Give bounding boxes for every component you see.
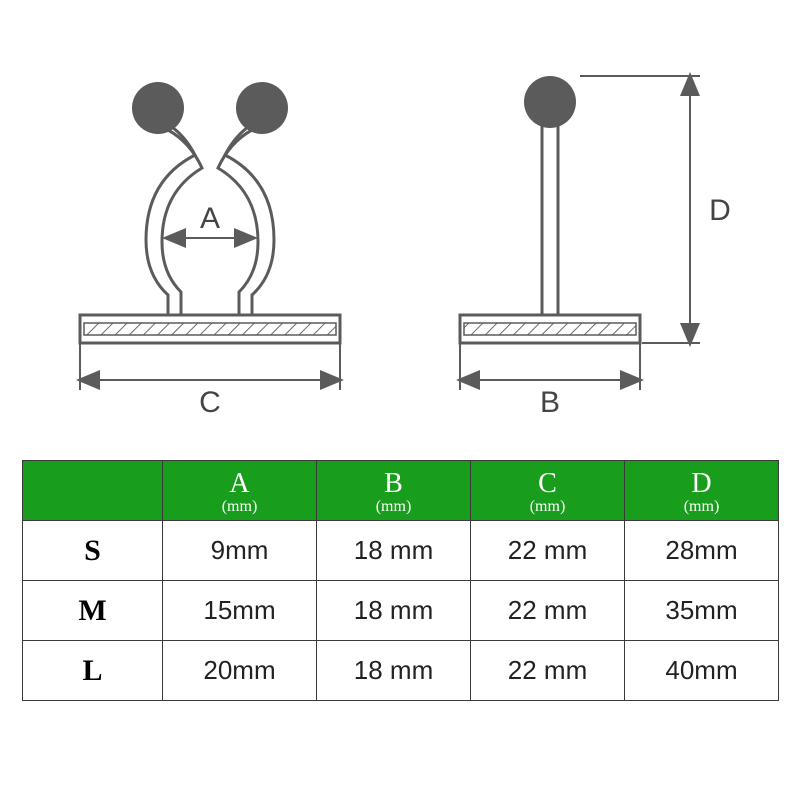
label-A: A bbox=[200, 202, 220, 235]
cell: 20mm bbox=[163, 641, 317, 701]
side-view: B D bbox=[460, 76, 731, 419]
header-B: B (mm) bbox=[317, 461, 471, 521]
label-C: C bbox=[199, 386, 221, 419]
cell: 15mm bbox=[163, 581, 317, 641]
cell: 28mm bbox=[625, 521, 779, 581]
header-D-label: D bbox=[691, 468, 711, 499]
cell: 22 mm bbox=[471, 521, 625, 581]
header-A-label: A bbox=[229, 468, 249, 499]
cell: 22 mm bbox=[471, 641, 625, 701]
cell: 18 mm bbox=[317, 641, 471, 701]
cell: 40mm bbox=[625, 641, 779, 701]
technical-diagram: A C B D bbox=[50, 60, 750, 440]
table-row: M 15mm 18 mm 22 mm 35mm bbox=[23, 581, 779, 641]
header-D-unit: (mm) bbox=[625, 499, 778, 516]
header-blank bbox=[23, 461, 163, 521]
cell: 35mm bbox=[625, 581, 779, 641]
header-D: D (mm) bbox=[625, 461, 779, 521]
label-B: B bbox=[540, 386, 560, 419]
cell: 22 mm bbox=[471, 581, 625, 641]
label-D: D bbox=[709, 194, 731, 227]
header-B-label: B bbox=[384, 468, 403, 499]
row-size-L: L bbox=[23, 641, 163, 701]
cell: 9mm bbox=[163, 521, 317, 581]
table-row: S 9mm 18 mm 22 mm 28mm bbox=[23, 521, 779, 581]
table-header-row: A (mm) B (mm) C (mm) D (mm) bbox=[23, 461, 779, 521]
header-C-label: C bbox=[538, 468, 557, 499]
row-size-S: S bbox=[23, 521, 163, 581]
front-view: A C bbox=[80, 82, 340, 419]
header-B-unit: (mm) bbox=[317, 499, 470, 516]
header-C: C (mm) bbox=[471, 461, 625, 521]
diagram-svg: A C B D bbox=[50, 60, 750, 440]
row-size-M: M bbox=[23, 581, 163, 641]
dimensions-table: A (mm) B (mm) C (mm) D (mm) S bbox=[22, 460, 778, 701]
size-table: A (mm) B (mm) C (mm) D (mm) S bbox=[22, 460, 779, 701]
side-ball bbox=[524, 76, 576, 128]
table-row: L 20mm 18 mm 22 mm 40mm bbox=[23, 641, 779, 701]
header-C-unit: (mm) bbox=[471, 499, 624, 516]
front-ball-right bbox=[236, 82, 288, 134]
header-A: A (mm) bbox=[163, 461, 317, 521]
cell: 18 mm bbox=[317, 521, 471, 581]
header-A-unit: (mm) bbox=[163, 499, 316, 516]
cell: 18 mm bbox=[317, 581, 471, 641]
front-ball-left bbox=[132, 82, 184, 134]
